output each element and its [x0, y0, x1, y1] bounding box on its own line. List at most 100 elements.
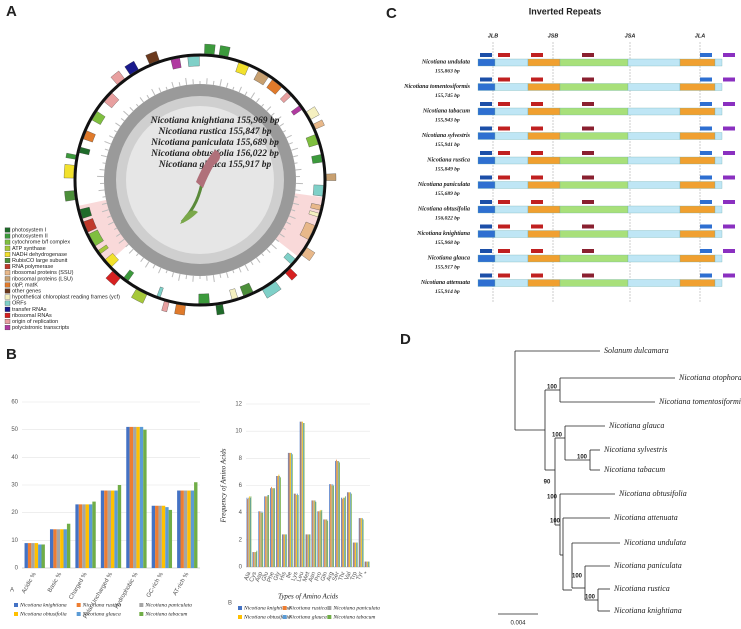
bar — [63, 529, 67, 568]
bar — [34, 543, 39, 568]
taxon-label: Nicotiana paniculata — [613, 561, 682, 570]
bar — [136, 426, 140, 568]
gc-tick — [151, 88, 156, 96]
bar — [360, 518, 362, 567]
bar — [367, 561, 368, 567]
region-bar — [527, 58, 561, 67]
bar — [254, 552, 256, 567]
map-caption: Nicotiana knightiana 155,969 bp — [150, 116, 280, 126]
gene-box — [582, 175, 594, 180]
gc-tick — [282, 130, 286, 133]
x-tick-label: Tyr — [356, 571, 364, 581]
region-bar — [527, 181, 561, 189]
support-value: 100 — [577, 455, 588, 461]
junction-label: JSA — [625, 33, 636, 39]
bar — [266, 496, 268, 567]
gc-tick — [102, 196, 106, 198]
bar — [290, 452, 292, 567]
region-bar — [679, 230, 716, 238]
bar — [311, 500, 313, 567]
region-bar — [477, 279, 496, 287]
gene-block — [313, 119, 325, 130]
gc-tick — [115, 233, 121, 237]
bar — [107, 490, 111, 568]
bar — [285, 534, 287, 567]
bar — [262, 512, 264, 567]
region-bar — [679, 58, 716, 67]
gene-block — [305, 134, 319, 148]
bar — [361, 518, 363, 567]
genome-name: Nicotiana glauca — [426, 255, 470, 261]
legend-label: Nicotiana obtusifolia — [243, 613, 291, 620]
bar — [49, 529, 54, 568]
x-tick-label: Lys — [291, 571, 300, 582]
gene-box — [498, 77, 510, 82]
gene-box — [700, 273, 712, 278]
gc-tick — [256, 97, 260, 103]
x-tick-label: Leu — [296, 571, 305, 582]
region-bar — [679, 107, 716, 116]
gene-block — [215, 304, 225, 316]
bar — [307, 534, 308, 567]
gc-tick — [100, 154, 107, 158]
bar — [190, 490, 195, 568]
panel-label: D — [400, 331, 411, 348]
bar — [41, 544, 45, 568]
legend-label: NADH dehydrogenase — [12, 252, 67, 258]
x-tick-label: Thr — [338, 571, 347, 582]
region-bar — [679, 205, 716, 214]
gc-tick — [114, 227, 118, 230]
legend-swatch — [14, 612, 18, 616]
legend-swatch — [4, 264, 11, 270]
genome-size: 155,863 bp — [435, 68, 460, 74]
y-tick-label: 2 — [239, 537, 243, 543]
chart-caption: B — [228, 601, 232, 607]
bar — [309, 534, 311, 567]
region-bar — [494, 156, 529, 165]
region-bar — [714, 181, 723, 189]
gene-block — [131, 288, 148, 304]
region-bar — [477, 107, 496, 116]
gene-box — [700, 224, 712, 229]
x-tick-label: Gln — [320, 571, 329, 582]
bar — [366, 561, 368, 567]
x-tick-label: AT-rich % — [172, 571, 190, 597]
legend-swatch — [139, 612, 144, 616]
x-tick-label: Ala — [244, 571, 253, 582]
gene-box — [480, 224, 492, 229]
gene-box — [700, 77, 712, 82]
gene-block — [124, 60, 139, 75]
gene-box — [723, 200, 735, 204]
x-tick-label: Met — [302, 571, 311, 583]
genome-size: 155,689 bp — [435, 191, 460, 197]
legend-label: RubisCO large subunit — [12, 258, 68, 264]
region-bar — [714, 279, 723, 287]
gene-block — [187, 56, 200, 67]
bar — [194, 482, 198, 568]
gene-box — [531, 151, 543, 155]
region-bar — [494, 58, 529, 67]
legend-label: ATP synthase — [12, 246, 46, 252]
bar — [353, 542, 355, 567]
gc-tick — [294, 196, 298, 198]
genome-name: Nicotiana obtusifolia — [417, 206, 470, 212]
genome-size: 156,022 bp — [435, 215, 460, 221]
bar — [283, 534, 285, 567]
gene-box — [700, 102, 712, 106]
gene-box — [531, 249, 543, 253]
bar — [248, 497, 249, 567]
y-tick-label: 20 — [11, 510, 18, 516]
gc-tick — [232, 86, 235, 90]
bar — [356, 542, 358, 567]
gene-block — [105, 253, 119, 267]
region-bar — [714, 156, 723, 165]
gc-tick — [271, 243, 277, 250]
bar — [249, 497, 251, 567]
junction-label: JLB — [488, 33, 498, 39]
gc-tick — [288, 215, 296, 220]
bar — [24, 543, 28, 568]
legend-swatch — [4, 306, 11, 312]
region-bar — [477, 132, 496, 140]
bar — [318, 511, 320, 567]
gene-box — [480, 175, 492, 180]
